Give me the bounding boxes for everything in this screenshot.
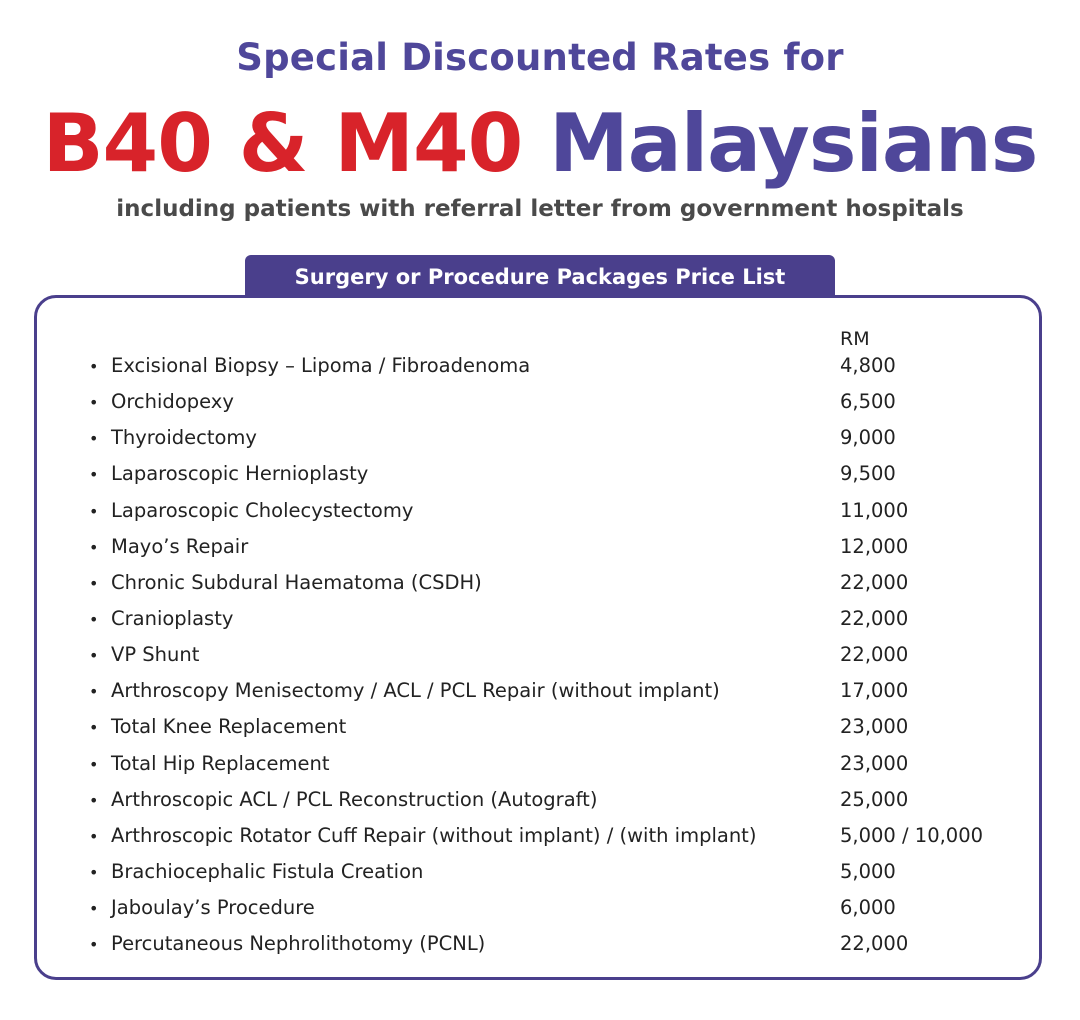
procedure-name: Arthroscopy Menisectomy / ACL / PCL Repa…	[111, 679, 720, 703]
procedure-price: 9,500	[840, 462, 896, 486]
procedure-price: 5,000 / 10,000	[840, 823, 984, 847]
procedure-name: Total Knee Replacement	[111, 715, 347, 739]
procedure-name: Laparoscopic Hernioplasty	[111, 462, 369, 486]
procedure-name: Jaboulay’s Procedure	[111, 896, 315, 920]
bullet-icon: •	[89, 718, 99, 738]
price-row: • Laparoscopic Hernioplasty 9,500	[0, 460, 1080, 496]
price-row: • Total Hip Replacement 23,000	[0, 750, 1080, 786]
bullet-icon: •	[89, 682, 99, 702]
price-row: • Orchidopexy 6,500	[0, 388, 1080, 424]
procedure-name: Chronic Subdural Haematoma (CSDH)	[111, 570, 482, 594]
header-subtitle: including patients with referral letter …	[116, 196, 964, 222]
procedure-name: Arthroscopic ACL / PCL Reconstruction (A…	[111, 787, 598, 811]
procedure-price: 5,000	[840, 859, 896, 883]
procedure-name: Laparoscopic Cholecystectomy	[111, 498, 414, 522]
price-list: • Excisional Biopsy – Lipoma / Fibroadeno…	[0, 352, 1080, 966]
procedure-price: 4,800	[840, 354, 896, 377]
procedure-name: Excisional Biopsy – Lipoma / Fibroadenom…	[111, 354, 531, 377]
bullet-icon: •	[89, 609, 99, 629]
header-headline: B40 & M40 Malaysians	[0, 96, 1080, 192]
currency-header: RM	[840, 328, 870, 350]
procedure-name: Brachiocephalic Fistula Creation	[111, 859, 424, 883]
bullet-icon: •	[89, 935, 99, 955]
procedure-name: Mayo’s Repair	[111, 534, 249, 558]
procedure-price: 22,000	[840, 570, 909, 594]
procedure-name: Cranioplasty	[111, 606, 234, 630]
procedure-name: Thyroidectomy	[111, 426, 257, 450]
procedure-price: 6,000	[840, 896, 896, 920]
price-row: • Chronic Subdural Haematoma (CSDH) 22,000	[0, 569, 1080, 605]
procedure-name: Percutaneous Nephrolithotomy (PCNL)	[111, 932, 486, 956]
bullet-icon: •	[89, 754, 99, 774]
price-list-panel	[34, 295, 1042, 980]
procedure-price: 22,000	[840, 643, 909, 667]
procedure-price: 9,000	[840, 426, 896, 450]
bullet-icon: •	[89, 429, 99, 449]
price-list-tab-label: Surgery or Procedure Packages Price List	[245, 255, 835, 297]
price-row: • Total Knee Replacement 23,000	[0, 713, 1080, 749]
price-row: • Brachiocephalic Fistula Creation 5,000	[0, 858, 1080, 894]
bullet-icon: •	[89, 501, 99, 521]
bullet-icon: •	[89, 357, 99, 376]
bullet-icon: •	[89, 899, 99, 919]
procedure-price: 22,000	[840, 606, 909, 630]
price-row: • Arthroscopic Rotator Cuff Repair (witho…	[0, 822, 1080, 858]
price-row: • Excisional Biopsy – Lipoma / Fibroadeno…	[0, 352, 1080, 388]
procedure-price: 23,000	[840, 751, 909, 775]
procedure-name: Total Hip Replacement	[111, 751, 330, 775]
procedure-name: Arthroscopic Rotator Cuff Repair (withou…	[111, 823, 757, 847]
headline-b40-m40: B40 & M40	[42, 97, 524, 190]
bullet-icon: •	[89, 537, 99, 557]
bullet-icon: •	[89, 393, 99, 413]
procedure-name: VP Shunt	[111, 643, 200, 667]
price-row: • Arthroscopic ACL / PCL Reconstruction (…	[0, 786, 1080, 822]
procedure-price: 6,500	[840, 390, 896, 414]
bullet-icon: •	[89, 790, 99, 810]
price-row: • Percutaneous Nephrolithotomy (PCNL) 22,0…	[0, 930, 1080, 966]
bullet-icon: •	[89, 862, 99, 882]
price-row: • Mayo’s Repair 12,000	[0, 533, 1080, 569]
bullet-icon: •	[89, 573, 99, 593]
price-row: • Thyroidectomy 9,000	[0, 424, 1080, 460]
procedure-price: 12,000	[840, 534, 909, 558]
procedure-name: Orchidopexy	[111, 390, 234, 414]
price-row: • Laparoscopic Cholecystectomy 11,000	[0, 497, 1080, 533]
bullet-icon: •	[89, 646, 99, 666]
price-row: • Cranioplasty 22,000	[0, 605, 1080, 641]
procedure-price: 17,000	[840, 679, 909, 703]
headline-malaysians: Malaysians	[549, 97, 1038, 190]
procedure-price: 25,000	[840, 787, 909, 811]
bullet-icon: •	[89, 826, 99, 846]
price-row: • Arthroscopy Menisectomy / ACL / PCL Rep…	[0, 677, 1080, 713]
price-row: • Jaboulay’s Procedure 6,000	[0, 894, 1080, 930]
bullet-icon: •	[89, 465, 99, 485]
price-row: • VP Shunt 22,000	[0, 641, 1080, 677]
procedure-price: 22,000	[840, 932, 909, 956]
header-title: Special Discounted Rates for	[236, 36, 844, 79]
procedure-price: 23,000	[840, 715, 909, 739]
procedure-price: 11,000	[840, 498, 909, 522]
